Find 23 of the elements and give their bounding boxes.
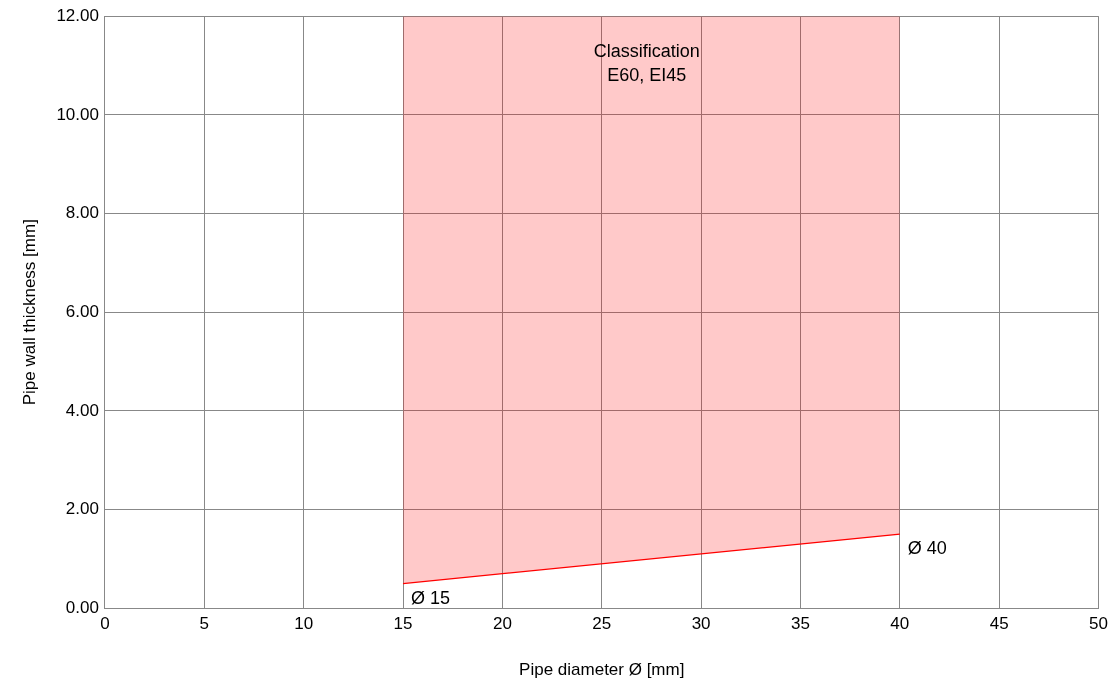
y-tick-label: 12.00 [56,5,99,25]
x-tick-label: 40 [890,614,910,634]
x-tick-label: 45 [989,614,1009,634]
x-tick-label: 35 [791,614,810,634]
y-tick-label: 10.00 [56,104,99,124]
y-tick-label: 8.00 [65,203,99,223]
annotation: Ø 40 [907,538,947,559]
y-axis-title: Pipe wall thickness [mm] [19,219,39,406]
x-tick-label: 15 [393,614,413,634]
y-tick-label: 2.00 [65,499,99,519]
x-tick-label: 20 [492,614,512,634]
x-tick-label: 25 [592,614,612,634]
x-tick-label: 10 [294,614,314,634]
annotation: Classification E60, EI45 [593,41,700,86]
x-tick-label: 0 [100,614,110,634]
x-tick-label: 50 [1089,614,1109,634]
annotation: Ø 15 [411,587,451,608]
y-tick-label: 6.00 [65,301,99,321]
y-tick-label: 0.00 [65,597,99,617]
y-tick-label: 4.00 [65,400,99,420]
x-tick-label: 5 [199,614,210,634]
x-axis-title: Pipe diameter Ø [mm] [519,660,685,680]
x-tick-label: 30 [691,614,711,634]
